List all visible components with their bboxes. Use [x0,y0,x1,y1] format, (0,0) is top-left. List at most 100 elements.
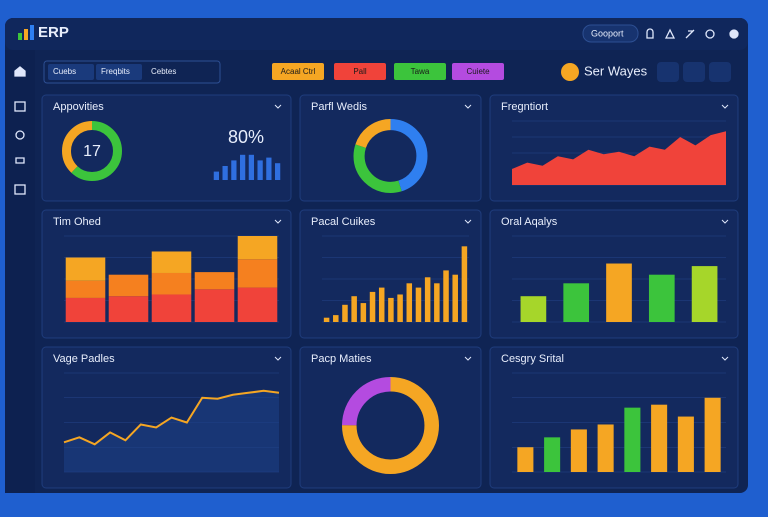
bar [691,266,718,322]
icon-button[interactable] [683,62,705,82]
panel-menu [464,356,472,361]
bar [415,287,422,322]
panel-menu [721,219,729,224]
area-fill [512,131,726,185]
button[interactable] [452,63,504,80]
stat-value: 80% [228,127,264,147]
tab-label: Freqbits [101,67,130,76]
tab-label: Cuebs [53,67,76,76]
panel-menu [274,219,282,224]
logo-icon [18,25,34,40]
header-icons [646,28,739,39]
button[interactable] [394,63,446,80]
donut-segment [341,377,439,475]
button-label: Tawa [411,67,430,76]
bar [257,160,263,180]
icon-button[interactable] [657,62,679,82]
bar-segment [151,251,192,273]
avatar [561,63,579,81]
bar-segment [237,259,278,288]
tab-label: Cebtes [151,67,176,76]
panel-title: Appovities [53,101,104,113]
bar [517,447,534,472]
bar-segment [108,296,149,322]
bar [240,154,246,180]
bar [397,294,403,322]
button[interactable] [272,63,324,80]
bar [570,429,587,472]
area-fill [64,390,279,472]
button-label: Cuiete [466,67,490,76]
panel-title: Cesgry Srital [501,353,564,365]
donut-segment [353,119,428,194]
panel-menu [274,104,282,109]
panel-title: Pacal Cuikes [311,216,376,228]
panel-menu [721,356,729,361]
panel-title: Oral Aqalys [501,216,558,228]
panel-title: Parfl Wedis [311,101,368,113]
tab[interactable] [48,64,94,80]
donut-segment [353,119,428,194]
bar-segment [108,274,149,297]
bar-segment [237,236,278,260]
bar [333,315,339,322]
bar [266,157,272,180]
panel [299,94,482,202]
tab[interactable] [96,64,142,80]
bar [677,416,694,472]
bar-segment [151,272,192,295]
bar [342,304,348,322]
bar [388,297,394,322]
bar-segment [194,272,235,290]
donut-segment [62,121,122,181]
bar [231,160,237,180]
button[interactable] [334,63,386,80]
line [63,389,280,446]
donut-center: 17 [83,143,101,160]
bar [424,277,431,322]
brand: ERP [38,24,69,41]
bar [624,407,641,472]
bar [443,270,449,322]
bar [606,263,632,322]
panel-title: Tim Ohed [53,216,101,228]
button-label: Acaal Ctrl [281,67,316,76]
bar [351,296,357,322]
user-name: Ser Wayes [584,63,648,78]
bar [461,246,468,322]
bar [434,283,440,322]
top-bar [5,18,748,50]
bar [323,317,330,322]
dropdown[interactable] [582,24,639,43]
bar-segment [151,294,192,322]
tab[interactable] [146,64,216,80]
bar [360,303,367,322]
bar [651,404,668,472]
bar [248,154,254,180]
bar [563,283,590,322]
bar [704,397,721,472]
panel-menu [721,104,729,109]
panel-menu [464,219,472,224]
panel [299,346,482,489]
bar-segment [65,280,106,298]
panel-title: Vage Padles [53,353,115,365]
bar [597,424,614,472]
bar [544,437,561,472]
bar [406,283,413,322]
button-label: Pall [353,67,367,76]
bar-segment [194,289,235,322]
bar [378,287,385,322]
bar-segment [65,297,106,322]
bar-segment [65,257,106,281]
icon-button[interactable] [709,62,731,82]
dropdown-label: Gooport [591,28,624,38]
bar [520,296,547,322]
sidebar-icons [14,66,26,195]
bar-segment [237,287,278,322]
sidebar [5,50,35,493]
bar [222,166,228,180]
bar [275,163,281,180]
panel-title: Fregntiort [501,101,548,113]
